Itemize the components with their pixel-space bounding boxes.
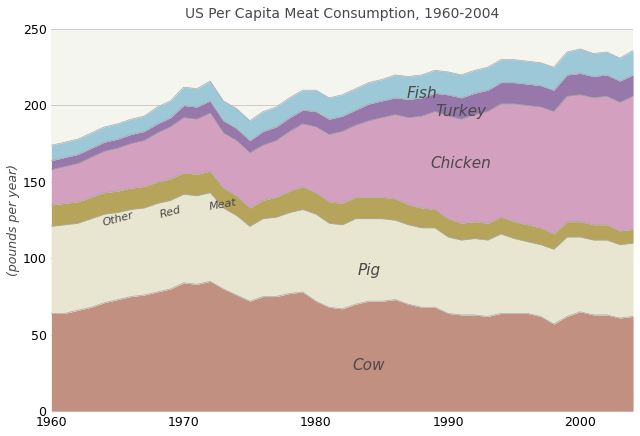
Text: Turkey: Turkey <box>436 104 487 119</box>
Text: Other: Other <box>101 210 134 228</box>
Text: Fish: Fish <box>406 86 437 101</box>
Text: Meat: Meat <box>209 198 238 212</box>
Text: Cow: Cow <box>353 358 385 373</box>
Text: Pig: Pig <box>357 263 380 278</box>
Text: Red: Red <box>159 205 182 220</box>
Title: US Per Capita Meat Consumption, 1960-2004: US Per Capita Meat Consumption, 1960-200… <box>185 7 499 21</box>
Y-axis label: (pounds per year): (pounds per year) <box>7 164 20 276</box>
Text: Chicken: Chicken <box>431 156 492 171</box>
